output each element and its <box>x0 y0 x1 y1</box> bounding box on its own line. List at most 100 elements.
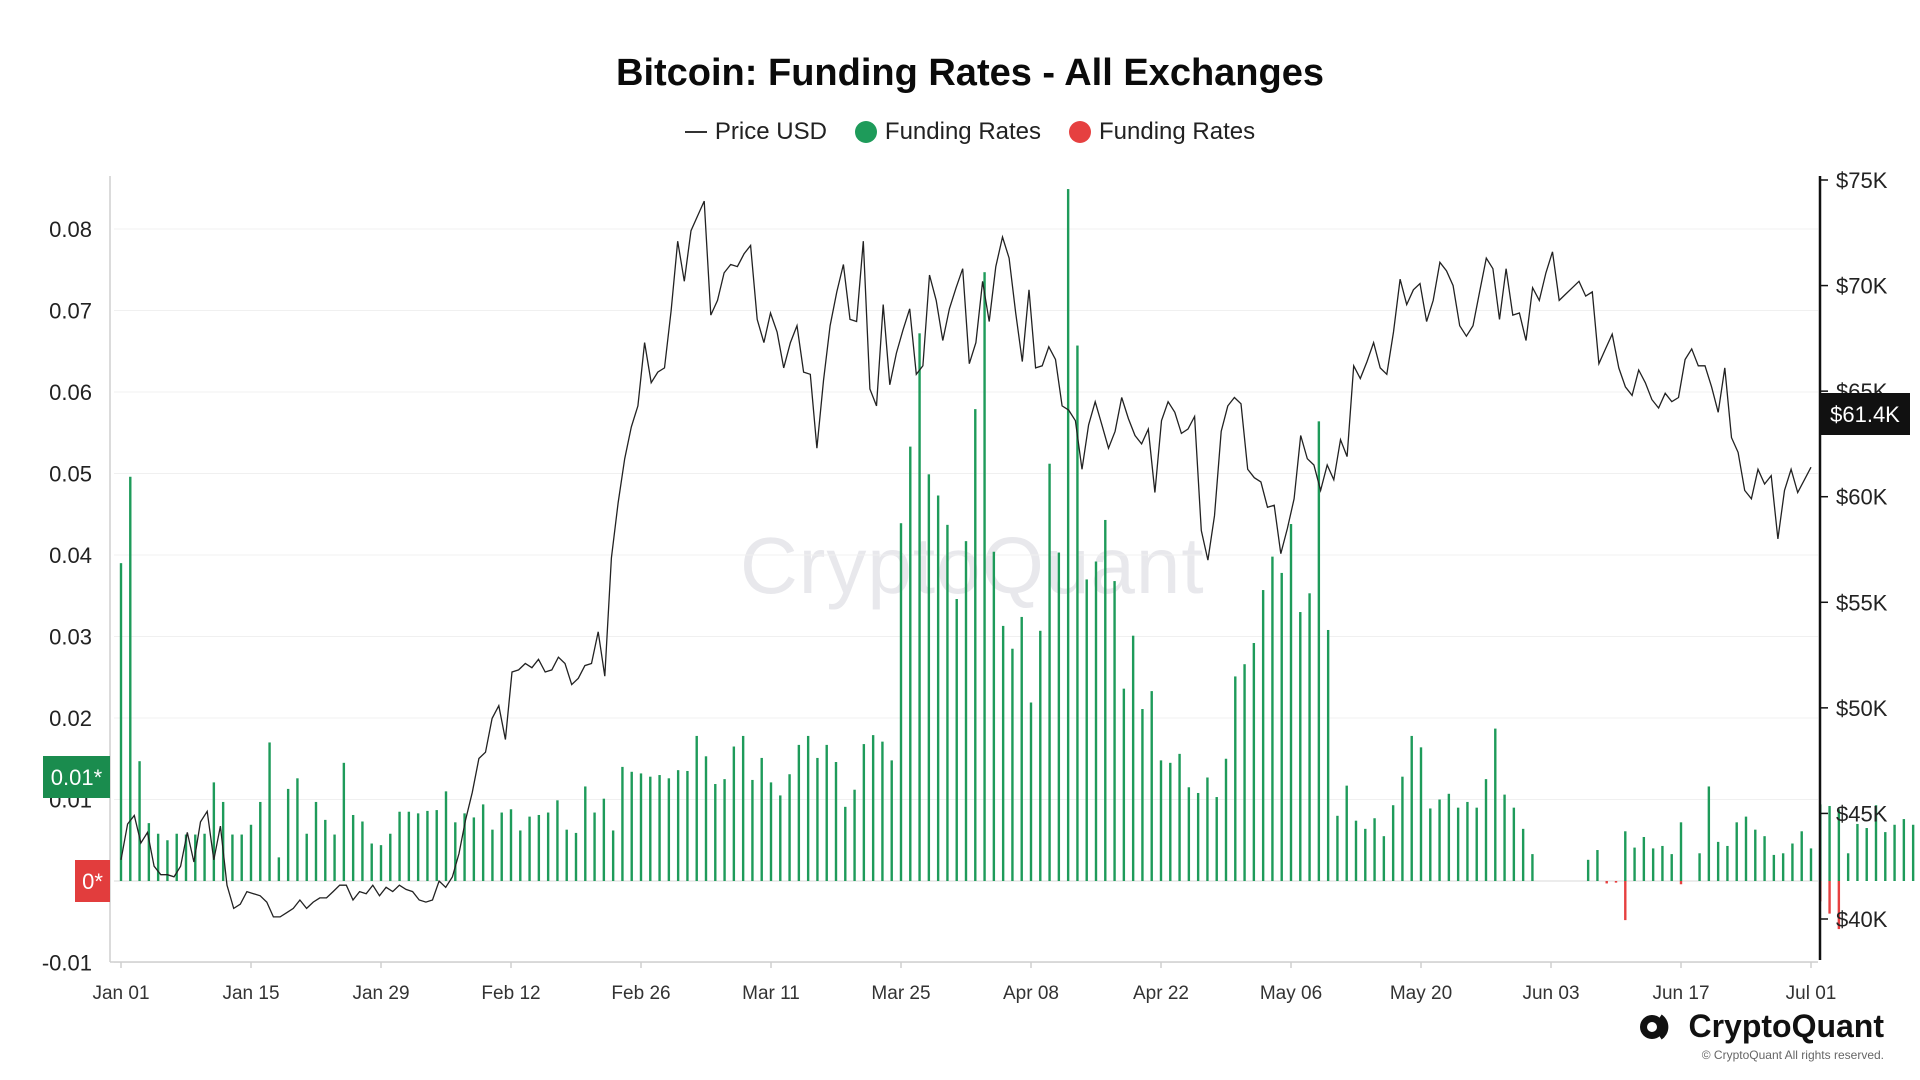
copyright-text: © CryptoQuant All rights reserved. <box>1701 1048 1884 1062</box>
funding-bar-positive <box>194 834 197 881</box>
funding-bar-positive <box>1066 189 1070 881</box>
funding-bar-positive <box>249 824 253 881</box>
funding-bar-positive <box>1131 635 1135 881</box>
funding-bar-negative <box>1624 881 1627 921</box>
funding-bar-positive <box>1271 556 1274 881</box>
funding-bar-positive <box>1234 676 1237 881</box>
funding-bar-positive <box>184 834 188 881</box>
funding-bar-positive <box>277 857 281 881</box>
tick-labels: 0.080.070.060.050.040.030.020.01-0.01$75… <box>42 168 1888 1004</box>
brand-name: CryptoQuant <box>1688 1008 1884 1044</box>
funding-bar-positive <box>871 735 875 881</box>
funding-bar-positive <box>1716 841 1720 881</box>
legend-item-funding-positive[interactable]: Funding Rates <box>854 118 1042 146</box>
x-tick-label: May 20 <box>1390 983 1452 1004</box>
funding-bar-positive <box>788 774 791 881</box>
funding-bar-positive <box>166 840 169 881</box>
price-line-layer <box>120 200 1812 918</box>
x-tick-label: Jun 03 <box>1522 983 1579 1004</box>
funding-bar-positive <box>630 771 633 881</box>
funding-bar-positive <box>1020 616 1023 881</box>
funding-bar-positive <box>444 791 448 881</box>
funding-bar-positive <box>797 744 801 881</box>
funding-bar-positive <box>621 766 624 881</box>
funding-bar-positive <box>463 813 466 881</box>
funding-bar-positive <box>769 782 773 881</box>
funding-bar-positive <box>658 775 661 881</box>
funding-bar-positive <box>1466 801 1469 881</box>
funding-bar-positive <box>1447 793 1451 881</box>
value-markers: 0.01* 0* $61.4K <box>43 393 1910 902</box>
funding-bar-positive <box>992 551 996 881</box>
funding-bar-positive <box>333 834 336 881</box>
funding-bar-positive <box>1206 777 1209 881</box>
x-tick-label: Jun 17 <box>1652 983 1709 1004</box>
funding-bar-positive <box>1438 799 1441 881</box>
funding-bar-positive <box>1661 845 1664 881</box>
funding-bar-positive <box>1029 702 1033 881</box>
funding-bar-positive <box>1670 854 1673 881</box>
x-tick-label: Jan 01 <box>92 983 149 1004</box>
funding-bar-positive <box>1085 579 1088 881</box>
funding-bar-positive <box>1382 836 1386 881</box>
legend-item-funding-negative[interactable]: Funding Rates <box>1069 118 1255 146</box>
funding-bar-positive <box>584 786 587 881</box>
funding-bar-positive <box>806 735 810 881</box>
x-tick-label: May 06 <box>1260 983 1322 1004</box>
funding-bar-positive <box>1837 809 1841 881</box>
funding-bar-positive <box>649 776 652 881</box>
funding-bar-positive <box>946 524 949 881</box>
funding-bar-positive <box>426 810 429 881</box>
axes <box>109 176 1828 968</box>
y-right-tick-label: $75K <box>1836 168 1888 193</box>
price-current-marker-bg <box>1820 393 1910 435</box>
y-right-tick-label: $55K <box>1836 590 1888 615</box>
funding-bar-positive <box>834 762 838 881</box>
funding-bar-positive <box>1354 820 1358 881</box>
funding-bar-positive <box>1429 808 1432 881</box>
funding-bar-positive <box>816 757 819 881</box>
funding-bar-positive <box>537 814 541 881</box>
legend-item-price[interactable]: Price USD <box>684 118 827 146</box>
funding-bar-negative <box>1828 881 1831 914</box>
funding-bar-positive <box>1391 805 1395 881</box>
funding-bar-positive <box>723 779 726 881</box>
funding-bar-positive <box>853 789 856 881</box>
funding-bar-positive <box>296 778 299 881</box>
funding-bar-negative <box>1605 881 1608 884</box>
funding-bar-positive <box>1104 519 1107 881</box>
funding-bar-positive <box>1001 625 1005 881</box>
funding-bar-positive <box>1484 779 1488 881</box>
funding-bar-positive <box>686 770 689 881</box>
funding-bar-positive <box>1196 792 1200 881</box>
funding-bar-positive <box>147 823 151 881</box>
y-right-tick-label: $50K <box>1836 696 1888 721</box>
funding-bar-positive <box>1846 853 1850 881</box>
funding-bar-positive <box>472 817 476 881</box>
funding-bar-positive <box>546 812 550 881</box>
zero-marker-label: 0* <box>82 869 103 894</box>
chart-title: Bitcoin: Funding Rates - All Exchanges <box>616 52 1324 94</box>
x-tick-label: Jan 29 <box>352 983 409 1004</box>
funding-bar-positive <box>324 819 327 881</box>
funding-bar-positive <box>611 830 615 881</box>
funding-bar-positive <box>955 599 958 881</box>
funding-bar-positive <box>1865 828 1868 881</box>
funding-bar-positive <box>1252 643 1256 881</box>
funding-bar-positive <box>602 798 606 881</box>
funding-bar-positive <box>556 800 559 881</box>
funding-bar-positive <box>1113 581 1116 881</box>
y-left-tick-label: 0.05 <box>49 462 92 487</box>
funding-bar-positive <box>1122 688 1126 881</box>
y-left-tick-label: 0.07 <box>49 299 92 324</box>
funding-bar-positive <box>212 782 216 881</box>
funding-bar-positive <box>844 806 847 881</box>
funding-bar-positive <box>342 762 346 881</box>
funding-bar-positive <box>1828 806 1831 881</box>
funding-bar-positive <box>156 833 160 881</box>
funding-bar-positive <box>1624 831 1627 881</box>
funding-bar-positive <box>500 812 503 881</box>
legend-label-funding-positive: Funding Rates <box>884 118 1042 145</box>
funding-bar-positive <box>240 834 243 881</box>
funding-bar-positive <box>175 833 178 881</box>
